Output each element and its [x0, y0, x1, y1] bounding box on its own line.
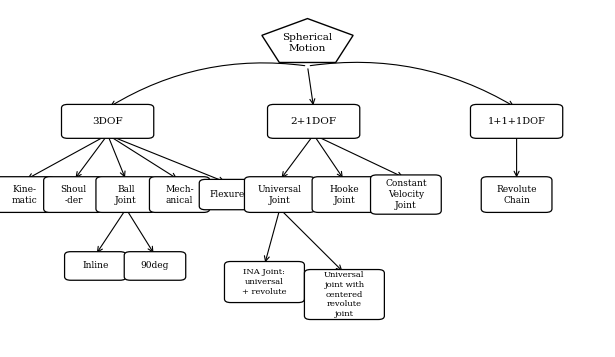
- FancyBboxPatch shape: [224, 261, 304, 303]
- FancyBboxPatch shape: [304, 270, 384, 320]
- Text: Ball
Joint: Ball Joint: [115, 185, 137, 205]
- Text: Hooke
Joint: Hooke Joint: [330, 185, 359, 205]
- Text: 90deg: 90deg: [141, 261, 169, 271]
- FancyBboxPatch shape: [149, 177, 210, 212]
- FancyBboxPatch shape: [124, 252, 186, 280]
- Polygon shape: [262, 19, 353, 62]
- Text: Flexure: Flexure: [210, 190, 245, 199]
- Text: Spherical
Motion: Spherical Motion: [282, 33, 333, 53]
- Text: 3DOF: 3DOF: [92, 117, 123, 126]
- FancyBboxPatch shape: [245, 177, 315, 212]
- FancyBboxPatch shape: [312, 177, 376, 212]
- FancyBboxPatch shape: [481, 177, 552, 212]
- FancyBboxPatch shape: [199, 180, 256, 210]
- Text: Mech-
anical: Mech- anical: [165, 185, 194, 205]
- Text: 1+1+1DOF: 1+1+1DOF: [488, 117, 546, 126]
- Text: Universal
Joint: Universal Joint: [258, 185, 302, 205]
- Text: Revolute
Chain: Revolute Chain: [496, 185, 537, 205]
- Text: 2+1DOF: 2+1DOF: [291, 117, 336, 126]
- FancyBboxPatch shape: [268, 104, 360, 138]
- FancyBboxPatch shape: [470, 104, 563, 138]
- FancyBboxPatch shape: [96, 177, 156, 212]
- Text: Inline: Inline: [82, 261, 108, 271]
- FancyBboxPatch shape: [44, 177, 104, 212]
- Text: Kine-
matic: Kine- matic: [12, 185, 38, 205]
- FancyBboxPatch shape: [62, 104, 154, 138]
- Text: Constant
Velocity
Joint: Constant Velocity Joint: [385, 179, 427, 210]
- Text: Universal
joint with
centered
revolute
joint: Universal joint with centered revolute j…: [324, 271, 365, 318]
- FancyBboxPatch shape: [65, 252, 126, 280]
- Text: INA Joint:
universal
+ revolute: INA Joint: universal + revolute: [242, 268, 287, 296]
- FancyBboxPatch shape: [0, 177, 55, 212]
- Text: Shoul
-der: Shoul -der: [61, 185, 87, 205]
- FancyBboxPatch shape: [370, 175, 442, 214]
